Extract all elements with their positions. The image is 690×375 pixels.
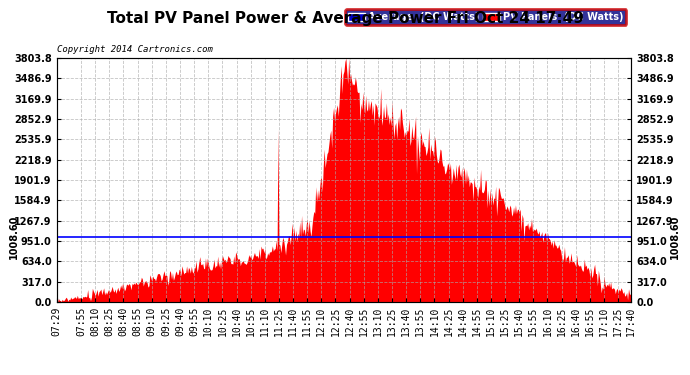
Text: 1008.60: 1008.60 [8,215,19,260]
Text: 1008.60: 1008.60 [669,215,680,260]
Legend: Average  (DC Watts), PV Panels  (DC Watts): Average (DC Watts), PV Panels (DC Watts) [345,9,627,25]
Text: Copyright 2014 Cartronics.com: Copyright 2014 Cartronics.com [57,45,213,54]
Text: Total PV Panel Power & Average Power Fri Oct 24 17:49: Total PV Panel Power & Average Power Fri… [106,11,584,26]
